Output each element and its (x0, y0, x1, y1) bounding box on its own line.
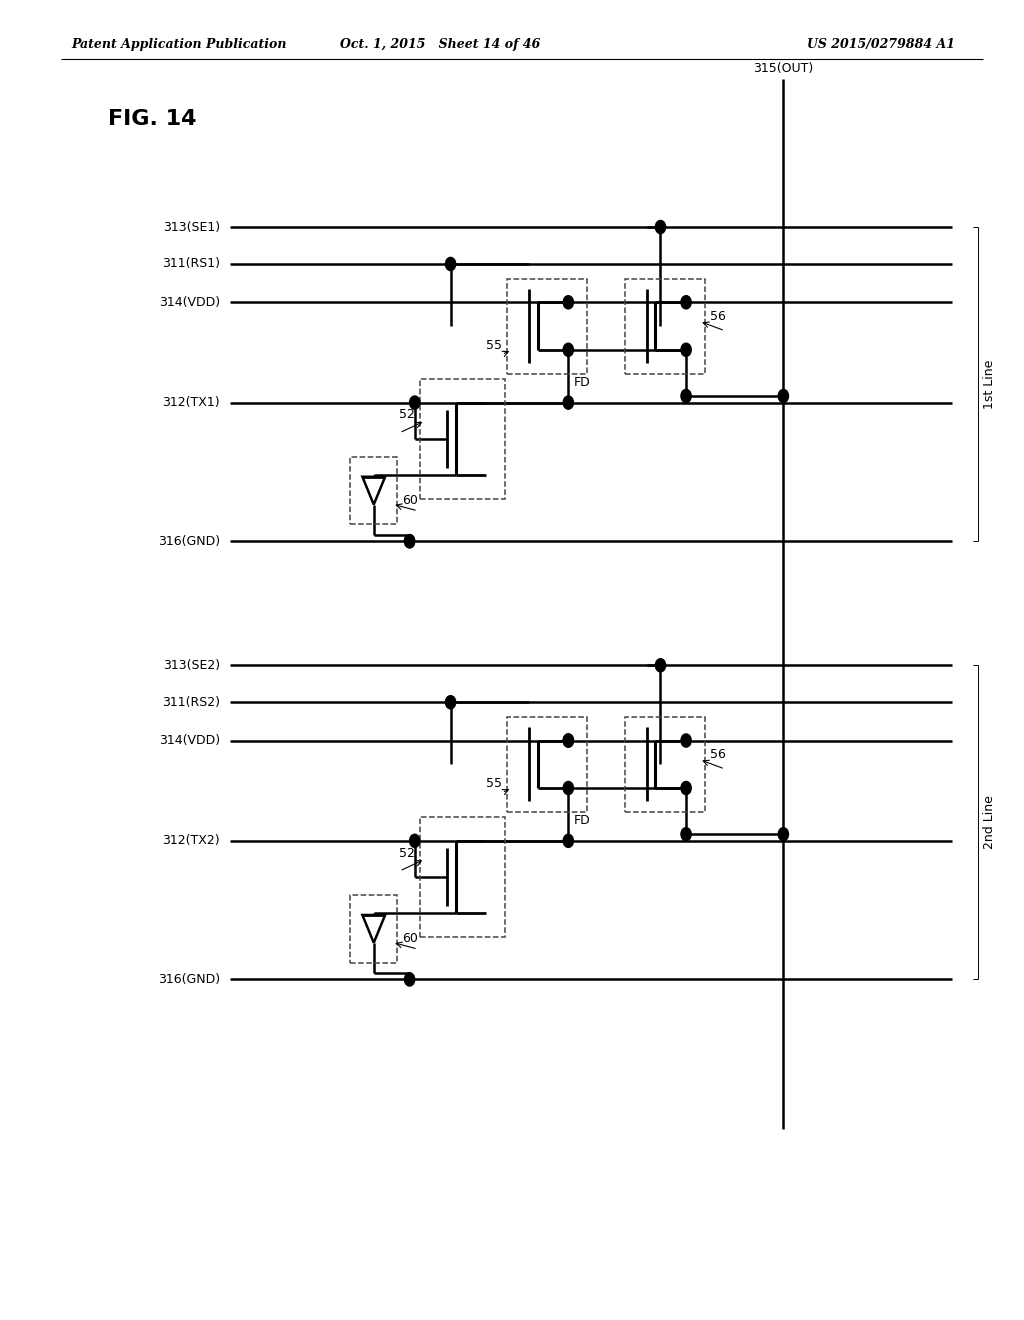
Circle shape (404, 535, 415, 548)
Circle shape (655, 659, 666, 672)
Circle shape (404, 535, 415, 548)
Circle shape (404, 973, 415, 986)
Circle shape (410, 834, 420, 847)
Text: 314(VDD): 314(VDD) (159, 734, 220, 747)
Text: FD: FD (573, 376, 590, 389)
Circle shape (563, 781, 573, 795)
Text: 56: 56 (710, 748, 726, 762)
Circle shape (410, 396, 420, 409)
Text: Patent Application Publication: Patent Application Publication (72, 38, 287, 51)
Bar (625, 279, 705, 374)
Text: 311(RS2): 311(RS2) (162, 696, 220, 709)
Circle shape (681, 389, 691, 403)
Bar (625, 717, 705, 812)
Circle shape (563, 734, 573, 747)
Bar (507, 717, 587, 812)
Circle shape (681, 343, 691, 356)
Bar (420, 379, 505, 499)
Circle shape (681, 781, 691, 795)
Circle shape (681, 734, 691, 747)
Text: 55: 55 (485, 776, 502, 789)
Circle shape (681, 828, 691, 841)
Text: 60: 60 (402, 494, 419, 507)
Text: 56: 56 (710, 310, 726, 323)
Circle shape (563, 343, 573, 356)
Text: 316(GND): 316(GND) (158, 973, 220, 986)
Text: 1st Line: 1st Line (983, 359, 996, 409)
Text: 2nd Line: 2nd Line (983, 796, 996, 849)
Text: 52: 52 (398, 408, 415, 421)
Circle shape (655, 220, 666, 234)
Text: 315(OUT): 315(OUT) (754, 62, 813, 75)
Text: FD: FD (573, 814, 590, 828)
Text: 313(SE1): 313(SE1) (163, 220, 220, 234)
Text: 60: 60 (402, 932, 419, 945)
Circle shape (563, 296, 573, 309)
Bar (420, 817, 505, 937)
Bar (507, 279, 587, 374)
Circle shape (445, 696, 456, 709)
Bar (350, 457, 397, 524)
Circle shape (681, 296, 691, 309)
Circle shape (778, 389, 788, 403)
Text: US 2015/0279884 A1: US 2015/0279884 A1 (807, 38, 954, 51)
Text: 312(TX1): 312(TX1) (163, 396, 220, 409)
Text: 314(VDD): 314(VDD) (159, 296, 220, 309)
Circle shape (563, 396, 573, 409)
Text: 313(SE2): 313(SE2) (163, 659, 220, 672)
Circle shape (563, 834, 573, 847)
Text: 52: 52 (398, 846, 415, 859)
Text: 316(GND): 316(GND) (158, 535, 220, 548)
Text: 55: 55 (485, 338, 502, 351)
Text: 311(RS1): 311(RS1) (162, 257, 220, 271)
Circle shape (778, 828, 788, 841)
Circle shape (445, 257, 456, 271)
Circle shape (563, 734, 573, 747)
Text: FIG. 14: FIG. 14 (108, 108, 196, 129)
Text: 312(TX2): 312(TX2) (163, 834, 220, 847)
Bar (350, 895, 397, 962)
Text: Oct. 1, 2015   Sheet 14 of 46: Oct. 1, 2015 Sheet 14 of 46 (340, 38, 541, 51)
